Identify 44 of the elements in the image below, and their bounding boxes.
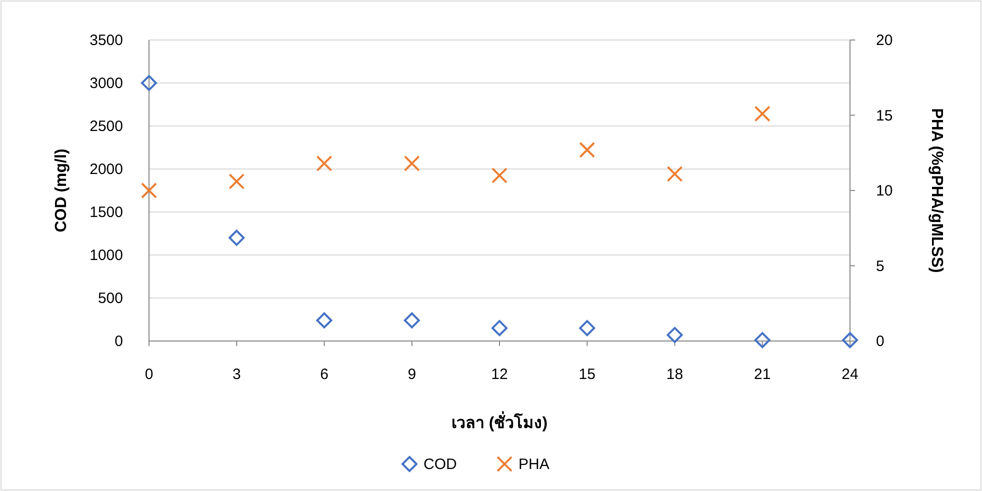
point xyxy=(141,75,157,91)
y2-tick-label: 20 xyxy=(876,32,893,49)
y2-tick-label: 10 xyxy=(876,182,893,200)
point xyxy=(492,167,508,184)
point xyxy=(492,320,508,336)
point xyxy=(754,106,770,122)
x-tick-label: 0 xyxy=(144,366,154,383)
x-tick-label: 21 xyxy=(754,366,771,383)
y-tick-label: 1000 xyxy=(90,247,123,264)
point xyxy=(228,173,245,190)
legend-label: COD xyxy=(424,456,457,473)
x-tick-label: 6 xyxy=(320,366,328,383)
y-tick-label: 0 xyxy=(114,333,123,350)
point xyxy=(141,182,157,198)
x-tick-label: 3 xyxy=(232,366,241,383)
y-tick-label: 500 xyxy=(98,290,123,307)
y2-axis-title: PHA (%gPHA/gMLSS) xyxy=(928,108,945,273)
x-tick-label: 24 xyxy=(842,366,858,383)
y2-tick-label: 15 xyxy=(876,107,893,124)
point xyxy=(404,312,420,328)
point xyxy=(579,320,596,336)
point xyxy=(404,155,420,172)
point xyxy=(666,326,683,343)
legend-label: PHA xyxy=(518,456,550,473)
x-axis-title: เวลา (ชั่วโมง) xyxy=(451,411,548,432)
y-tick-label: 2500 xyxy=(90,118,123,135)
y2-tick-label: 0 xyxy=(876,333,884,350)
point xyxy=(754,332,770,348)
point xyxy=(316,312,332,328)
point xyxy=(666,166,683,182)
y2-tick-label: 5 xyxy=(876,258,884,275)
y-tick-label: 2000 xyxy=(90,161,123,178)
point xyxy=(228,230,245,246)
x-tick-label: 12 xyxy=(491,366,508,383)
point xyxy=(316,155,332,172)
y-axis-title: COD (mg/l) xyxy=(53,148,70,232)
point xyxy=(579,142,596,158)
x-tick-label: 15 xyxy=(578,366,596,383)
point xyxy=(842,332,858,348)
x-tick-label: 18 xyxy=(666,366,684,383)
y-tick-label: 3000 xyxy=(90,75,123,92)
y-tick-label: 1500 xyxy=(90,204,123,221)
y-tick-label: 3500 xyxy=(90,32,123,49)
x-tick-label: 9 xyxy=(408,366,416,383)
